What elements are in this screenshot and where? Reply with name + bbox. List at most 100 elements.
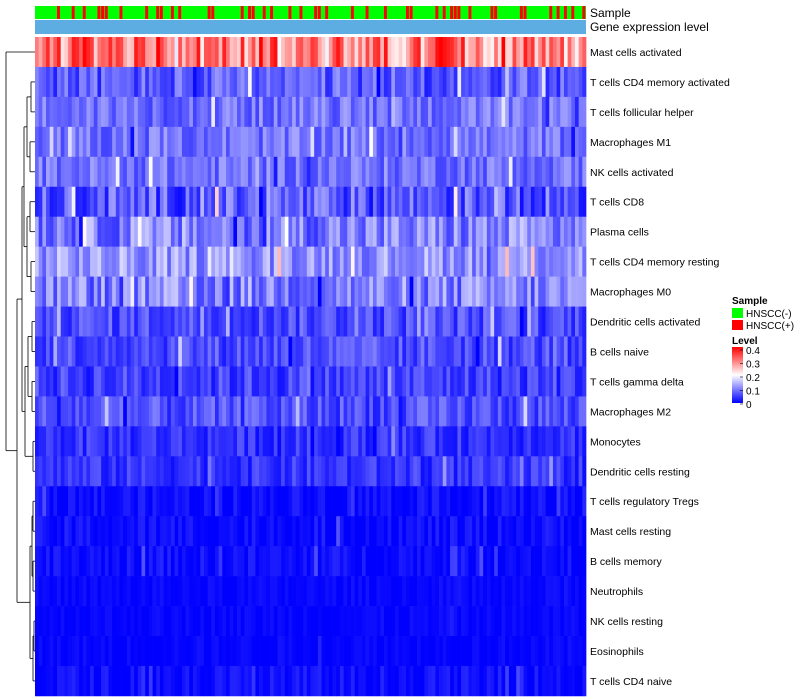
heatmap-cell [310, 37, 315, 68]
heatmap-cell [394, 665, 400, 697]
heatmap-cell [314, 186, 319, 218]
heatmap-cell [347, 576, 352, 607]
heatmap-cell [211, 306, 216, 337]
heatmap-cell [167, 606, 172, 637]
heatmap-cell [354, 96, 359, 128]
heatmap-cell [244, 96, 249, 128]
heatmap-cell [273, 37, 278, 68]
heatmap-cell [409, 456, 414, 487]
heatmap-cell [475, 456, 480, 487]
heatmap-cell [582, 186, 587, 218]
sample-cell [145, 6, 149, 19]
heatmap-cell [229, 306, 234, 337]
heatmap-cell [123, 546, 128, 577]
heatmap-cell [35, 456, 40, 487]
heatmap-cell [464, 486, 469, 517]
heatmap-cell [497, 126, 502, 158]
heatmap-cell [42, 366, 47, 397]
heatmap-cell [560, 576, 565, 607]
heatmap-cell [556, 486, 561, 517]
heatmap-cell [240, 456, 245, 487]
heatmap-cell [137, 96, 142, 128]
heatmap-cell [86, 66, 91, 98]
heatmap-cell [571, 37, 576, 68]
heatmap-cell [453, 96, 458, 128]
heatmap-cell [534, 336, 539, 367]
heatmap-cell [494, 636, 499, 667]
heatmap-cell [35, 246, 40, 277]
heatmap-cell [398, 66, 403, 98]
heatmap-cell [90, 636, 95, 667]
heatmap-cell [523, 126, 528, 158]
heatmap-cell [226, 156, 231, 188]
heatmap-cell [262, 636, 267, 667]
heatmap-cell [490, 366, 495, 397]
heatmap-cell [108, 246, 113, 277]
heatmap-cell [339, 486, 344, 517]
heatmap-cell [306, 426, 311, 457]
heatmap-cell [281, 576, 286, 607]
heatmap-cell [350, 306, 355, 337]
heatmap-cell [417, 516, 422, 547]
heatmap-cell [391, 186, 396, 218]
heatmap-cell [512, 186, 517, 218]
heatmap-cell [181, 66, 186, 98]
heatmap-cell [442, 336, 447, 367]
heatmap-cell [82, 396, 87, 427]
heatmap-cell [203, 37, 208, 68]
heatmap-cell [483, 126, 488, 158]
heatmap-cell [284, 246, 289, 277]
heatmap-cell [483, 396, 488, 427]
heatmap-cell [57, 426, 62, 457]
heatmap-cell [237, 665, 242, 697]
heatmap-cell [501, 96, 506, 128]
heatmap-cell [567, 636, 572, 667]
heatmap-cell [435, 96, 440, 128]
heatmap-cell [574, 486, 579, 517]
heatmap-cell [137, 576, 142, 607]
heatmap-cell [317, 246, 322, 277]
heatmap-cell [35, 216, 40, 247]
heatmap-cell [475, 186, 480, 218]
heatmap-cell [472, 576, 477, 607]
heatmap-cell [534, 186, 539, 218]
heatmap-cell [266, 366, 271, 397]
heatmap-cell [409, 276, 414, 307]
row-label: T cells follicular helper [590, 107, 694, 119]
heatmap-cell [101, 336, 106, 367]
heatmap-cell [350, 186, 355, 218]
heatmap-cell [104, 37, 109, 68]
heatmap-cell [567, 246, 572, 277]
heatmap-cell [560, 606, 565, 637]
heatmap-cell [420, 186, 425, 218]
heatmap-cell [134, 456, 139, 487]
heatmap-cell [79, 665, 84, 697]
heatmap-cell [538, 216, 543, 247]
heatmap-cell [226, 306, 231, 337]
heatmap-cell [483, 186, 488, 218]
heatmap-cell [79, 96, 84, 128]
heatmap-cell [222, 336, 227, 367]
heatmap-cell [251, 576, 256, 607]
heatmap-cell [461, 546, 466, 577]
heatmap-cell [398, 306, 403, 337]
heatmap-cell [292, 426, 297, 457]
heatmap-cell [574, 306, 579, 337]
heatmap-cell [203, 665, 208, 697]
heatmap-cell [472, 665, 477, 697]
heatmap-cell [571, 126, 576, 158]
heatmap-cell [332, 546, 337, 577]
heatmap-cell [42, 216, 47, 247]
heatmap-cell [93, 606, 98, 637]
heatmap-cell [391, 216, 396, 247]
heatmap-cell [299, 636, 304, 667]
heatmap-cell [75, 396, 80, 427]
row-label: T cells CD4 naive [590, 676, 672, 688]
heatmap-cell [181, 216, 186, 247]
heatmap-cell [523, 606, 528, 637]
heatmap-cell [541, 37, 546, 68]
heatmap-cell [350, 576, 355, 607]
heatmap-cell [508, 276, 513, 307]
heatmap-cell [200, 306, 205, 337]
heatmap-cell [233, 456, 238, 487]
